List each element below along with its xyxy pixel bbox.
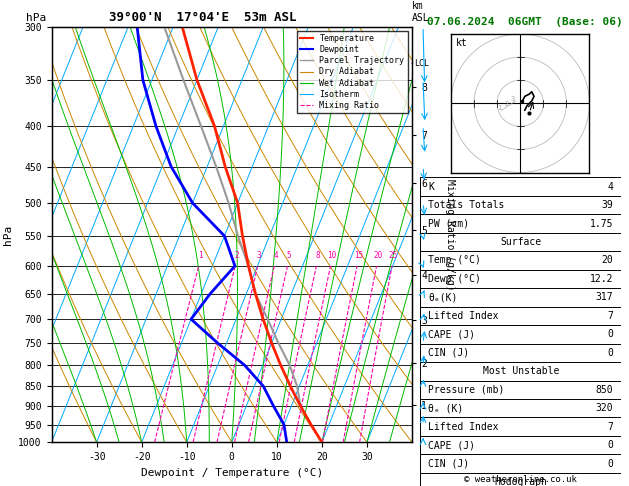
Text: Hodograph: Hodograph — [494, 477, 547, 486]
Text: 320: 320 — [596, 403, 613, 413]
Text: CAPE (J): CAPE (J) — [428, 330, 476, 339]
X-axis label: Dewpoint / Temperature (°C): Dewpoint / Temperature (°C) — [141, 468, 323, 478]
Y-axis label: hPa: hPa — [3, 225, 13, 244]
Text: 10: 10 — [327, 251, 337, 260]
Text: 7: 7 — [608, 422, 613, 432]
Text: Surface: Surface — [500, 237, 542, 247]
Text: 3: 3 — [511, 96, 515, 102]
Text: CIN (J): CIN (J) — [428, 348, 469, 358]
Text: θₑ (K): θₑ (K) — [428, 403, 464, 413]
Text: 850: 850 — [596, 385, 613, 395]
Text: CIN (J): CIN (J) — [428, 459, 469, 469]
Text: 8: 8 — [315, 251, 320, 260]
Text: 12.2: 12.2 — [590, 274, 613, 284]
Text: 1: 1 — [198, 251, 203, 260]
Text: Dewp (°C): Dewp (°C) — [428, 274, 481, 284]
Text: Lifted Index: Lifted Index — [428, 311, 499, 321]
Text: Totals Totals: Totals Totals — [428, 200, 504, 210]
Text: km
ASL: km ASL — [412, 1, 430, 22]
Text: 2: 2 — [234, 251, 239, 260]
Text: 0: 0 — [608, 330, 613, 339]
Text: 317: 317 — [596, 293, 613, 302]
Text: θₑ(K): θₑ(K) — [428, 293, 458, 302]
Text: 5: 5 — [287, 251, 291, 260]
Text: CAPE (J): CAPE (J) — [428, 440, 476, 450]
Text: 7: 7 — [608, 311, 613, 321]
Text: Temp (°C): Temp (°C) — [428, 256, 481, 265]
Text: 20: 20 — [602, 256, 613, 265]
Text: 4: 4 — [274, 251, 278, 260]
Legend: Temperature, Dewpoint, Parcel Trajectory, Dry Adiabat, Wet Adiabat, Isotherm, Mi: Temperature, Dewpoint, Parcel Trajectory… — [297, 31, 408, 113]
Text: Most Unstable: Most Unstable — [482, 366, 559, 376]
Text: Lifted Index: Lifted Index — [428, 422, 499, 432]
Text: PW (cm): PW (cm) — [428, 219, 469, 228]
Y-axis label: Mixing Ratio (g/kg): Mixing Ratio (g/kg) — [445, 179, 455, 290]
Text: kt: kt — [455, 37, 467, 48]
Text: 0: 0 — [608, 459, 613, 469]
Text: 39: 39 — [602, 200, 613, 210]
Text: 07.06.2024  06GMT  (Base: 06): 07.06.2024 06GMT (Base: 06) — [427, 17, 623, 27]
Text: 20: 20 — [373, 251, 382, 260]
Text: 0: 0 — [608, 348, 613, 358]
Text: 1.75: 1.75 — [590, 219, 613, 228]
Text: LCL: LCL — [414, 59, 429, 68]
Text: Pressure (mb): Pressure (mb) — [428, 385, 504, 395]
Text: © weatheronline.co.uk: © weatheronline.co.uk — [464, 474, 577, 484]
Text: 3: 3 — [257, 251, 262, 260]
Title: 39°00'N  17°04'E  53m ASL: 39°00'N 17°04'E 53m ASL — [109, 11, 297, 24]
Text: 1: 1 — [497, 105, 501, 111]
Text: 4: 4 — [608, 182, 613, 191]
Text: 15: 15 — [353, 251, 363, 260]
Text: 2: 2 — [504, 101, 508, 106]
Text: 0: 0 — [608, 440, 613, 450]
Text: K: K — [428, 182, 434, 191]
Text: hPa: hPa — [26, 13, 47, 22]
Text: 25: 25 — [389, 251, 398, 260]
